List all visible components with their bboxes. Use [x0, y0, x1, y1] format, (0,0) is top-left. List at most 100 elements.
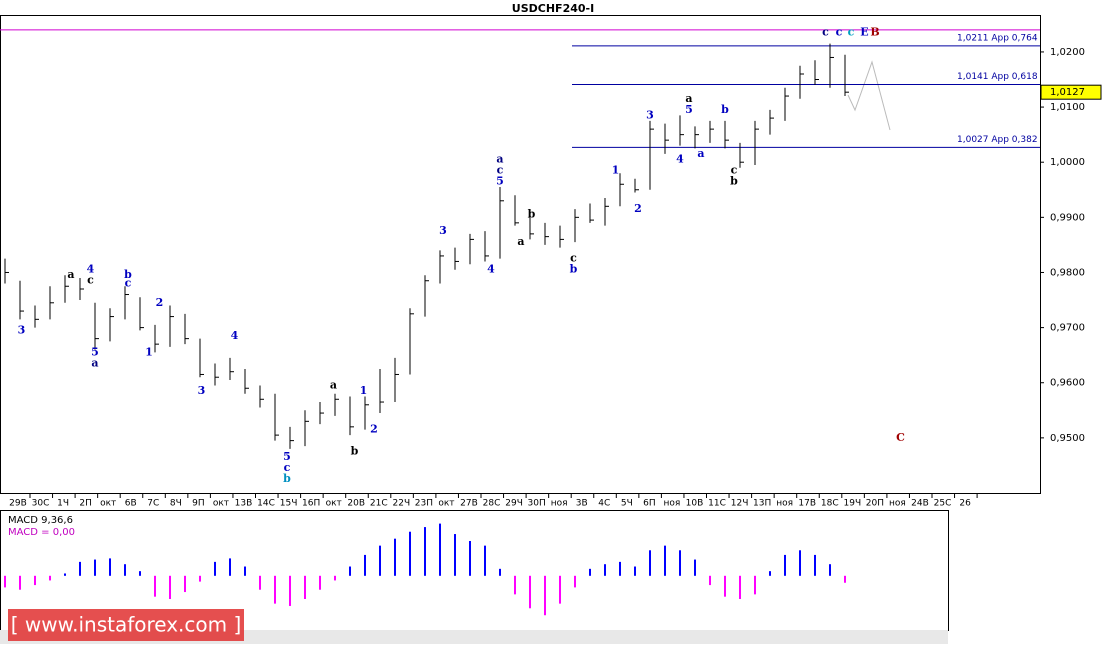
macd-bar [409, 531, 411, 576]
wave-label: E [860, 26, 868, 39]
x-tick-label: ноя [664, 499, 681, 509]
macd-bar [544, 575, 546, 616]
x-tick-label: 6П [643, 499, 656, 509]
x-tick-label: 12Ч [731, 499, 749, 509]
wave-label: 4 [487, 263, 495, 276]
wave-label: a [91, 356, 98, 369]
x-tick-label: 23П [415, 499, 433, 509]
y-tick-label: 0,9500 [1050, 433, 1085, 444]
macd-bar [169, 575, 171, 599]
y-tick-label: 1,0000 [1050, 157, 1085, 168]
y-tick-label: 0,9900 [1050, 212, 1085, 223]
x-tick-label: 28С [483, 499, 501, 509]
x-tick-label: 13В [235, 499, 253, 509]
macd-bar [679, 550, 681, 576]
macd-bar [724, 575, 726, 597]
chart-title: USDCHF240-I [512, 2, 594, 15]
x-tick-label: окт [438, 499, 454, 509]
x-tick-label: 29В [9, 499, 27, 509]
macd-bar [574, 575, 576, 588]
wave-label: c [836, 26, 843, 39]
wave-label: a [496, 152, 503, 165]
macd-bar [499, 568, 501, 576]
wave-label: B [870, 26, 879, 39]
x-tick-label: 30С [32, 499, 50, 509]
macd-bar [589, 568, 591, 576]
macd-bar [454, 534, 456, 576]
macd-bar [709, 575, 711, 586]
wave-label: 3 [646, 108, 654, 121]
macd-bar [259, 575, 261, 590]
macd-bar [184, 575, 186, 593]
y-tick-label: 1,0100 [1050, 102, 1085, 113]
x-tick-label: 5Ч [621, 499, 633, 509]
macd-bar [19, 575, 21, 590]
wave-label: 5 [283, 450, 291, 463]
x-tick-label: 20П [866, 499, 884, 509]
price-frame [0, 15, 1041, 494]
macd-bar [829, 564, 831, 576]
macd-bar [229, 558, 231, 576]
x-tick-label: 21С [370, 499, 388, 509]
wave-label: 4 [87, 263, 95, 276]
x-tick-label: 29Ч [505, 499, 523, 509]
macd-bar [304, 575, 306, 599]
current-price-box [1040, 84, 1102, 100]
macd-bar [469, 541, 471, 576]
wave-label: b [721, 103, 729, 116]
x-tick-label: 22Ч [393, 499, 411, 509]
macd-value-label: MACD = 0,00 [8, 527, 75, 538]
macd-bar [634, 566, 636, 576]
wave-label: 3 [18, 323, 26, 336]
x-tick-label: окт [326, 499, 342, 509]
x-tick-label: 8Ч [170, 499, 182, 509]
x-tick-label: 15Ч [280, 499, 298, 509]
current-price-label: 1,0127 [1050, 87, 1085, 98]
x-tick-label: окт [213, 499, 229, 509]
wave-label: a [67, 268, 74, 281]
wave-label: a [330, 378, 337, 391]
y-tick-label: 0,9600 [1050, 378, 1085, 389]
x-tick-label: 16П [302, 499, 320, 509]
macd-bar [289, 575, 291, 606]
macd-bar [484, 545, 486, 576]
wave-label: 2 [634, 202, 642, 215]
wave-label: c [848, 26, 855, 39]
macd-bar [424, 527, 426, 576]
macd-bar [694, 559, 696, 576]
macd-bar [49, 575, 51, 581]
wave-label: a [685, 92, 692, 105]
x-tick-label: 30П [528, 499, 546, 509]
macd-bar [34, 575, 36, 586]
wave-label: b [570, 263, 578, 276]
x-tick-label: 2П [79, 499, 92, 509]
macd-bar [559, 575, 561, 604]
wave-label: 4 [231, 329, 239, 342]
watermark: [ www.instaforex.com ] [11, 613, 242, 637]
x-tick-label: 18С [821, 499, 839, 509]
x-tick-label: 14С [257, 499, 275, 509]
macd-bar [739, 575, 741, 599]
macd-bar [64, 573, 66, 576]
x-tick-label: 27В [460, 499, 478, 509]
wave-label: 2 [156, 296, 164, 309]
wave-label: C [896, 431, 905, 444]
macd-bar [364, 554, 366, 576]
macd-bar [349, 566, 351, 576]
x-tick-label: 1Ч [57, 499, 69, 509]
macd-bar [799, 550, 801, 576]
x-tick-label: 13П [753, 499, 771, 509]
wave-label: a [517, 235, 524, 248]
y-tick-label: 0,9800 [1050, 267, 1085, 278]
wave-label: c [125, 276, 132, 289]
x-tick-label: ноя [889, 499, 906, 509]
wave-label: c [570, 252, 577, 265]
wave-label: 2 [370, 423, 378, 436]
macd-bar [664, 545, 666, 576]
wave-label: 3 [439, 224, 447, 237]
macd-bar [4, 575, 6, 588]
macd-bar [199, 575, 201, 582]
